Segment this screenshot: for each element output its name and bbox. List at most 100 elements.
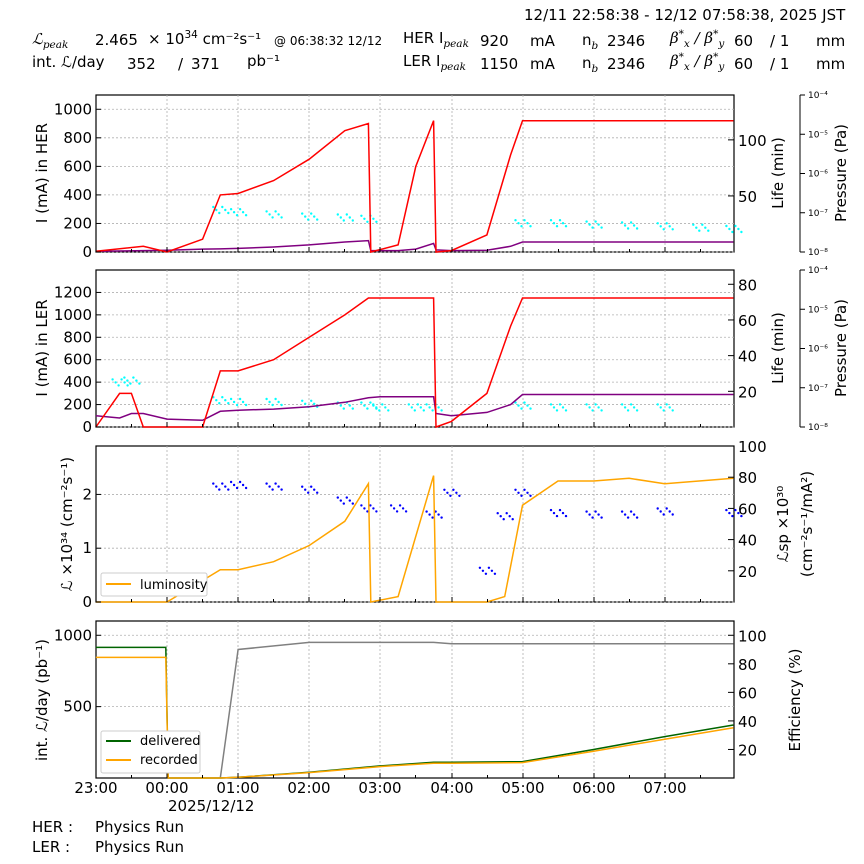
- svg-text:10⁻⁷: 10⁻⁷: [808, 209, 828, 219]
- footer-ler-status: Physics Run: [95, 838, 185, 856]
- her-beta-unit: mm: [816, 32, 846, 50]
- svg-text:delivered: delivered: [140, 734, 200, 749]
- svg-text:100: 100: [738, 438, 767, 456]
- efficiency-label: Efficiency (%): [786, 649, 804, 752]
- intlum-legend: delivered recorded: [100, 730, 201, 774]
- svg-text:06:00: 06:00: [572, 779, 615, 797]
- ler-plot-frame: [95, 269, 735, 428]
- footer-ler-label: LER :: [32, 838, 71, 856]
- her-beta-x: 60: [734, 32, 754, 50]
- svg-text:10⁻⁸: 10⁻⁸: [808, 248, 828, 258]
- ler-beta-x: 60: [734, 55, 754, 73]
- ler-ipeak-label: LER Ipeak: [403, 52, 467, 73]
- her-life-label: Life (min): [769, 137, 787, 209]
- lsp-label-1: ℒsp ×10³⁰: [774, 486, 792, 563]
- svg-text:40: 40: [738, 532, 757, 550]
- her-beta-y: / 1: [770, 32, 790, 50]
- footer-her-status: Physics Run: [95, 818, 185, 836]
- lpeak-label: ℒpeak: [32, 30, 69, 51]
- svg-text:10⁻⁵: 10⁻⁵: [808, 305, 828, 315]
- svg-text:80: 80: [738, 469, 757, 487]
- her-nb-value: 2346: [607, 32, 646, 50]
- tick-layer: 23:00 00:00 01:00 02:00 03:00 04:00 05:00 06:00…: [54, 100, 767, 797]
- svg-text:0: 0: [82, 243, 92, 261]
- svg-text:20: 20: [738, 383, 757, 401]
- intl-unit: pb⁻¹: [247, 52, 280, 70]
- ler-ipeak-value: 1150: [480, 55, 519, 73]
- her-nb-label: nb: [582, 31, 599, 52]
- intl-delivered: 371: [191, 55, 220, 73]
- lpeak-value: 2.465: [95, 31, 138, 49]
- her-pressure-label: Pressure (Pa): [832, 124, 850, 222]
- her-ipeak-unit: mA: [530, 32, 555, 50]
- svg-text:800: 800: [63, 328, 92, 346]
- svg-text:20: 20: [738, 563, 757, 581]
- lsp-label-2: (cm⁻²s⁻¹/mA²): [798, 471, 816, 577]
- pressure-axes: 10⁻⁸ 10⁻⁷ 10⁻⁶ 10⁻⁵ 10⁻⁴ 10⁻⁸ 10⁻⁷ 10⁻⁶ 10⁻⁵ 10⁻⁴: [799, 91, 828, 433]
- svg-text:2: 2: [82, 485, 92, 503]
- svg-text:1000: 1000: [54, 100, 92, 118]
- lum-ylabel: ℒ ×10³⁴ (cm⁻²s⁻¹): [58, 457, 76, 591]
- svg-text:100: 100: [738, 132, 767, 150]
- svg-text:00:00: 00:00: [145, 779, 188, 797]
- svg-text:80: 80: [738, 276, 757, 294]
- svg-text:1000: 1000: [54, 626, 92, 644]
- svg-text:02:00: 02:00: [287, 779, 330, 797]
- svg-text:10⁻⁶: 10⁻⁶: [808, 345, 828, 355]
- series-layer: [95, 119, 743, 779]
- ler-beta-unit: mm: [816, 55, 846, 73]
- ler-life-label: Life (min): [769, 312, 787, 384]
- intlum-ylabel: int. ℒ/day (pb⁻¹): [33, 639, 51, 761]
- svg-text:200: 200: [63, 396, 92, 414]
- ler-pressure-label: Pressure (Pa): [832, 299, 850, 397]
- svg-text:100: 100: [738, 627, 767, 645]
- svg-text:80: 80: [738, 656, 757, 674]
- x-date-label: 2025/12/12: [168, 797, 255, 815]
- svg-text:03:00: 03:00: [358, 779, 401, 797]
- svg-text:1: 1: [82, 539, 92, 557]
- svg-text:60: 60: [738, 312, 757, 330]
- lum-legend: luminosity: [100, 572, 208, 597]
- svg-text:07:00: 07:00: [643, 779, 686, 797]
- intl-label: int. ℒ/day: [32, 53, 105, 71]
- svg-text:1200: 1200: [54, 283, 92, 301]
- svg-text:01:00: 01:00: [216, 779, 259, 797]
- her-ipeak-value: 920: [480, 32, 509, 50]
- svg-text:23:00: 23:00: [74, 779, 117, 797]
- svg-text:10⁻⁸: 10⁻⁸: [808, 423, 828, 433]
- svg-text:600: 600: [63, 157, 92, 175]
- svg-text:400: 400: [63, 373, 92, 391]
- svg-text:60: 60: [738, 500, 757, 518]
- svg-text:400: 400: [63, 186, 92, 204]
- svg-text:luminosity: luminosity: [140, 578, 208, 593]
- intl-sep: /: [178, 55, 184, 73]
- svg-text:05:00: 05:00: [501, 779, 544, 797]
- svg-text:10⁻⁴: 10⁻⁴: [808, 91, 828, 101]
- svg-text:40: 40: [738, 713, 757, 731]
- svg-text:10⁻⁴: 10⁻⁴: [808, 266, 828, 276]
- svg-text:60: 60: [738, 684, 757, 702]
- grid-lines: [96, 95, 734, 778]
- svg-text:20: 20: [738, 741, 757, 759]
- her-beta-label: β*x / β*y: [670, 28, 725, 50]
- svg-text:800: 800: [63, 129, 92, 147]
- her-ylabel: I (mA) in HER: [33, 123, 51, 223]
- svg-text:0: 0: [82, 593, 92, 611]
- svg-text:10⁻⁵: 10⁻⁵: [808, 130, 828, 140]
- svg-text:500: 500: [63, 698, 92, 716]
- ler-nb-value: 2346: [607, 55, 646, 73]
- svg-text:600: 600: [63, 351, 92, 369]
- her-plot-frame: [95, 94, 735, 253]
- time-range: 12/11 22:58:38 - 12/12 07:58:38, 2025 JS…: [524, 6, 846, 24]
- lpeak-time: @ 06:38:32 12/12: [274, 34, 383, 48]
- ler-beta-label: β*x / β*y: [670, 51, 725, 73]
- ler-ylabel: I (mA) in LER: [33, 299, 51, 396]
- footer-her-label: HER :: [32, 818, 74, 836]
- svg-text:50: 50: [738, 188, 757, 206]
- her-ipeak-label: HER Ipeak: [403, 29, 469, 50]
- svg-text:40: 40: [738, 348, 757, 366]
- svg-text:04:00: 04:00: [430, 779, 473, 797]
- svg-text:recorded: recorded: [140, 753, 198, 768]
- lpeak-unit: × 1034 cm⁻²s⁻¹: [148, 29, 262, 48]
